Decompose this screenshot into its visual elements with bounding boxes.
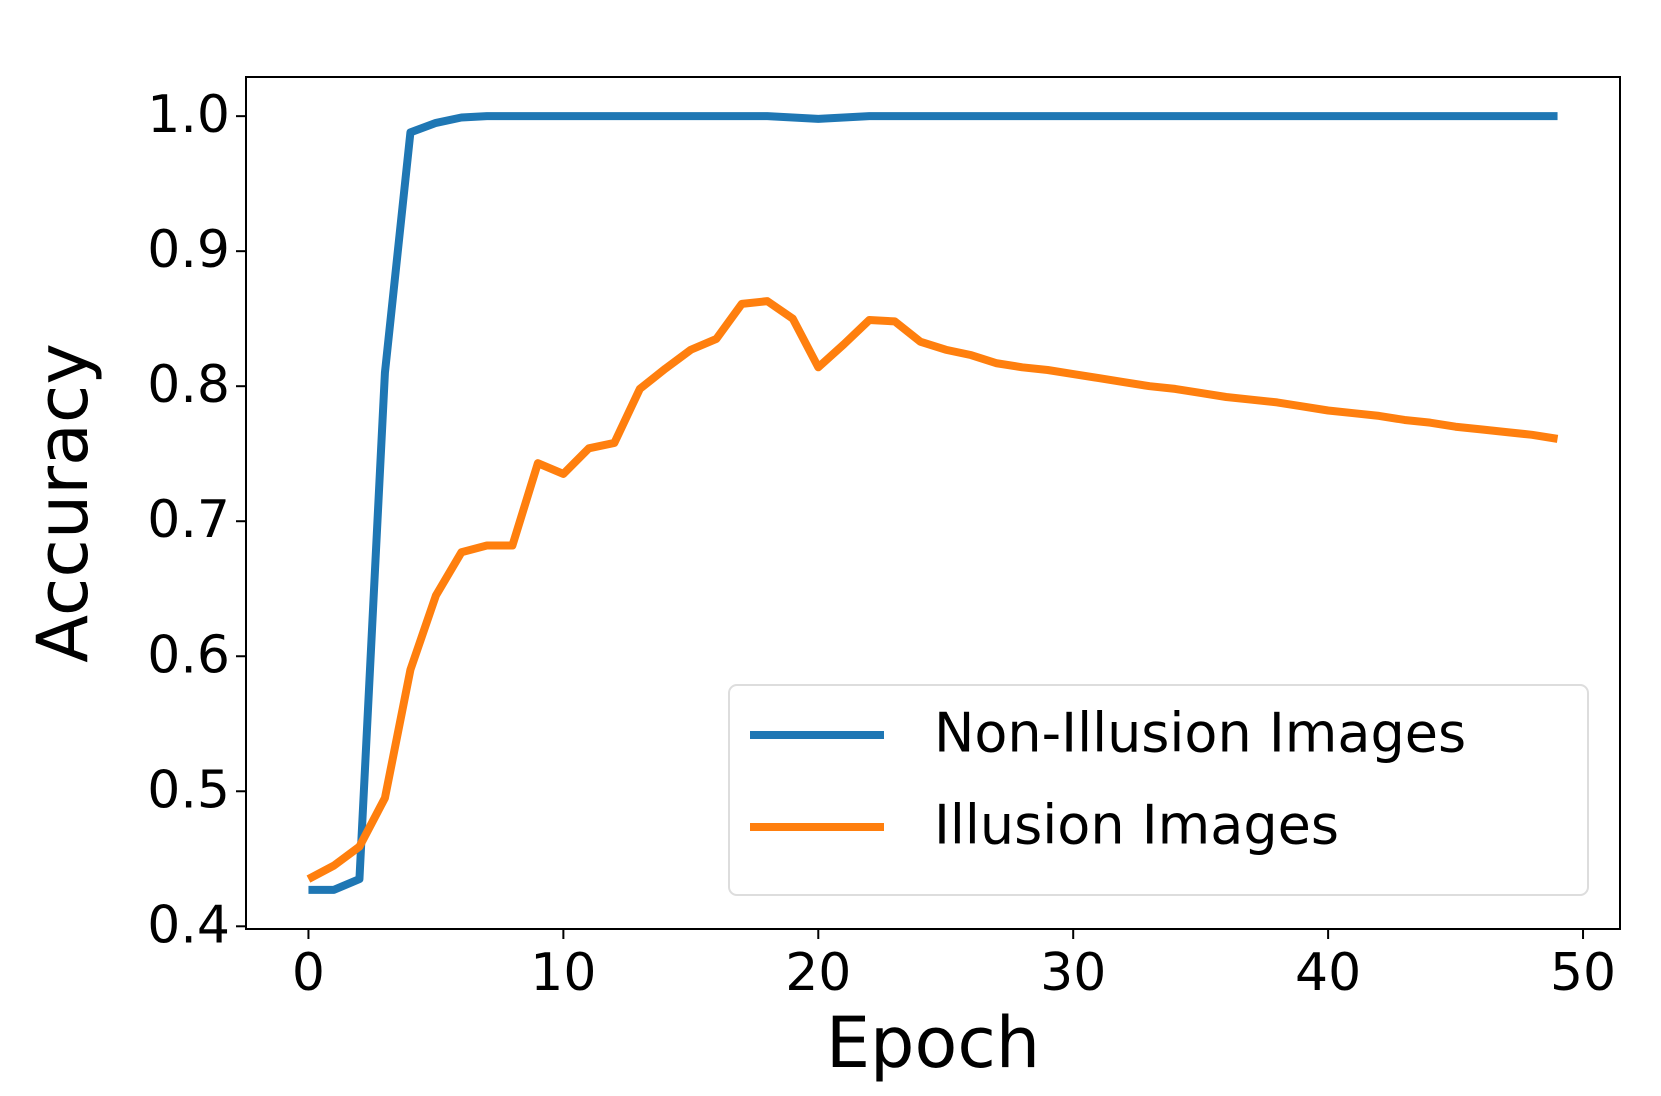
y-axis-label: Accuracy: [22, 343, 104, 663]
x-tick-label: 30: [1040, 943, 1106, 1003]
y-tick-label: 0.8: [147, 355, 230, 415]
x-tick-label: 40: [1295, 943, 1361, 1003]
line-series: [306, 297, 1559, 883]
x-axis-label: Epoch: [826, 1002, 1040, 1084]
y-tick-label: 0.6: [147, 625, 230, 685]
x-tick-label: 0: [292, 943, 325, 1003]
y-tick-label: 0.7: [147, 490, 230, 550]
x-tick-label: 20: [785, 943, 851, 1003]
legend-label: Illusion Images: [934, 794, 1339, 857]
x-tick-label: 50: [1550, 943, 1616, 1003]
plot-frame: [245, 76, 1621, 930]
y-tick-label: 0.5: [147, 760, 230, 820]
x-tick-label: 10: [530, 943, 596, 1003]
line-series: [308, 112, 1558, 894]
y-tick-label: 0.4: [147, 895, 230, 955]
legend-label: Non-Illusion Images: [934, 702, 1466, 765]
y-tick-label: 1.0: [147, 85, 230, 145]
legend-box: [728, 684, 1589, 896]
y-tick-label: 0.9: [147, 220, 230, 280]
